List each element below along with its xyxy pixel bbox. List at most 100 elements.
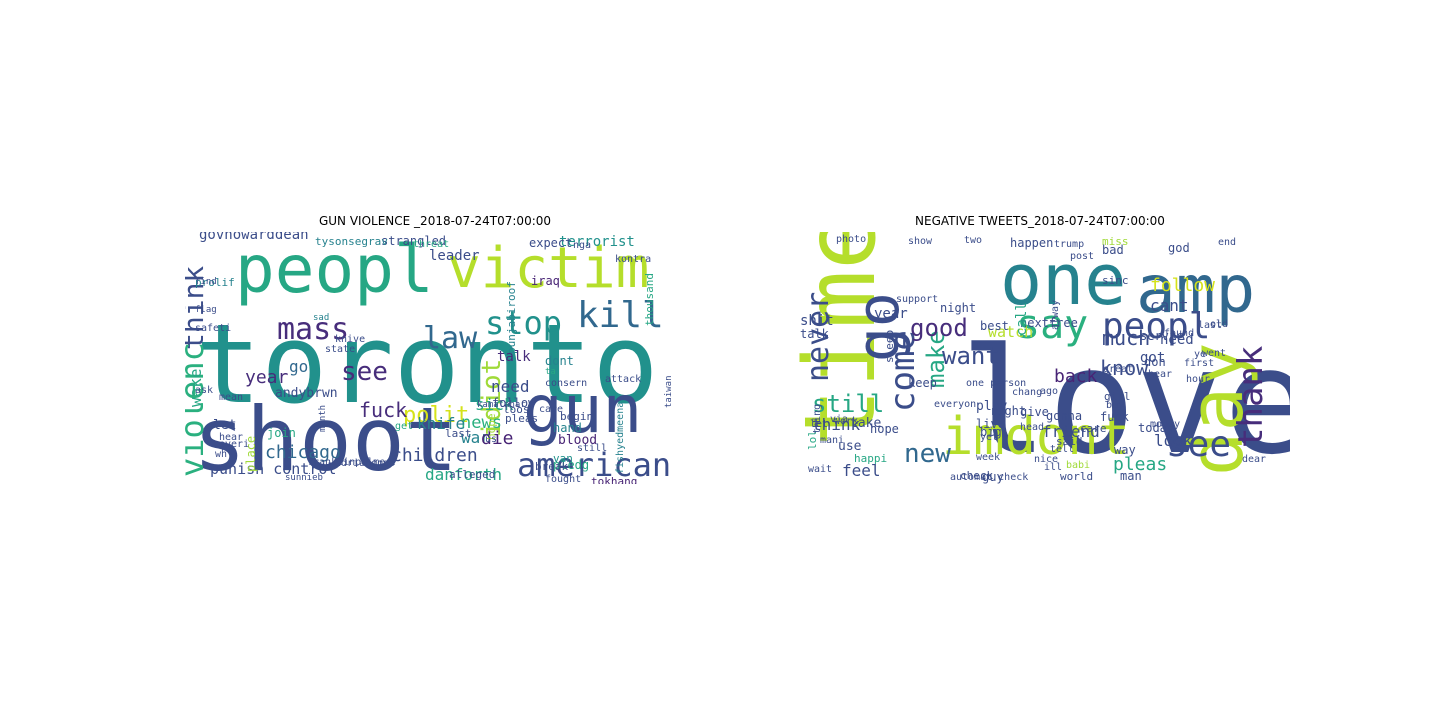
cloud-word: don [1144, 355, 1166, 369]
cloud-word: wake [186, 368, 205, 407]
cloud-word: pleas [505, 412, 538, 425]
cloud-word: andybrwn [275, 386, 338, 401]
cloud-word: pledg [553, 458, 589, 472]
cloud-word: world [1060, 470, 1093, 483]
cloud-word: lol [806, 430, 819, 450]
cloud-word: cant [1150, 296, 1189, 315]
cloud-word: everyon [934, 399, 976, 410]
cloud-word: night [940, 301, 976, 315]
cloud-word: stop [485, 304, 562, 342]
cloud-word: good [910, 314, 968, 342]
cloud-word: support [896, 294, 938, 305]
cloud-word: time [790, 232, 898, 447]
cloud-word: today [1138, 421, 1174, 435]
cloud-word: punish control [210, 460, 336, 478]
cloud-word: knive [335, 334, 365, 345]
cloud-word: war [461, 428, 490, 447]
cloud-word: still [812, 390, 884, 418]
cloud-word: love [960, 317, 1290, 484]
cloud-word: great [1103, 364, 1133, 375]
cloud-word: say [1016, 302, 1088, 348]
cloud-word: god [1168, 241, 1190, 255]
cloud-word: give [1020, 405, 1049, 419]
cloud-word: use [838, 439, 862, 454]
cloud-word: join [267, 426, 296, 440]
cloud-word: ago [1040, 386, 1058, 397]
cloud-word: safeti [195, 323, 231, 334]
cloud-word: live [976, 417, 1005, 431]
cloud-word: fishyedmeena [615, 402, 626, 474]
cloud-word: think [185, 266, 210, 350]
cloud-word: peopl [235, 232, 434, 308]
cloud-word: care [1080, 422, 1107, 435]
cloud-word: hope [870, 422, 899, 436]
cloud-word: call [1014, 302, 1030, 336]
cloud-word: tell [1050, 444, 1074, 455]
cloud-word: flag [195, 305, 217, 315]
cloud-word: nextfree [1020, 316, 1078, 330]
cloud-word: polit [403, 403, 469, 428]
cloud-word: post [1070, 251, 1094, 262]
cloud-word: much [1102, 326, 1150, 350]
cloud-word: new [904, 439, 951, 469]
cloud-word: check [960, 469, 993, 482]
wordcloud-title-negative-tweets: NEGATIVE TWEETS_2018-07-24T07:00:00 [915, 214, 1165, 228]
cloud-word: sleep [883, 330, 896, 363]
cloud-word: die [481, 428, 514, 449]
cloud-word: news [461, 413, 502, 433]
cloud-word: said [1056, 435, 1083, 448]
cloud-word: friend [1042, 422, 1100, 441]
cloud-word: one person [966, 378, 1026, 389]
cloud-word: kill [577, 295, 664, 336]
cloud-word: sunnieb [285, 473, 323, 483]
cloud-word: mean [219, 392, 243, 403]
cloud-word: fuck [359, 398, 407, 422]
cloud-word: need [491, 377, 530, 396]
cloud-word: find [195, 277, 217, 287]
cloud-word: still [577, 443, 607, 454]
cloud-word: fought [545, 474, 581, 484]
cloud-word: last [1198, 320, 1222, 331]
cloud-word: strangled [381, 234, 446, 248]
cloud-word: state [325, 344, 355, 355]
cloud-word: thing [812, 404, 823, 434]
wordcloud-negative-tweets: love time one amp day go imdont say peopl thank ne… [790, 232, 1290, 484]
cloud-word: automat check [950, 472, 1028, 483]
cloud-word: feel [842, 461, 881, 480]
cloud-word: play [976, 399, 1007, 414]
cloud-word: break [535, 460, 568, 473]
cloud-word: servic [1140, 329, 1183, 343]
cloud-word: follow [1150, 275, 1215, 296]
cloud-word: right [990, 404, 1026, 418]
cloud-word: tokhang [591, 475, 637, 484]
cloud-word: see [341, 357, 388, 387]
cloud-word: follow [492, 396, 536, 410]
cloud-word: guy [982, 470, 1004, 484]
cloud-word: expect [529, 236, 572, 250]
cloud-word: fuck [1100, 410, 1130, 424]
cloud-word: back [1054, 366, 1098, 387]
cloud-word: van [553, 452, 573, 465]
cloud-word: month [318, 405, 328, 432]
cloud-word: dear [1242, 454, 1266, 465]
cloud-word: us [485, 434, 497, 445]
cloud-word: ye [1194, 349, 1206, 360]
cloud-word: toronto [195, 300, 659, 428]
cloud-word: thousand [643, 273, 656, 326]
cloud-word: old [1210, 319, 1228, 330]
cloud-word: alway [1050, 300, 1061, 330]
cloud-word: way [1114, 443, 1136, 457]
cloud-word: chang [1012, 387, 1042, 398]
cloud-word: ask [195, 385, 213, 396]
cloud-word: american [517, 446, 671, 484]
cloud-word: leader [429, 248, 480, 264]
cloud-word: get [395, 421, 413, 432]
cloud-word: thank [1231, 346, 1271, 448]
cloud-word: got [1140, 350, 1165, 366]
cloud-word: hope [485, 414, 498, 441]
cloud-word: attack [605, 374, 641, 385]
cloud-word: end [1218, 237, 1236, 248]
cloud-word: think [812, 415, 861, 434]
cloud-word: shoot [193, 388, 458, 484]
wordcloud-canvas: love time one amp day go imdont say peopl thank ne… [790, 232, 1290, 484]
